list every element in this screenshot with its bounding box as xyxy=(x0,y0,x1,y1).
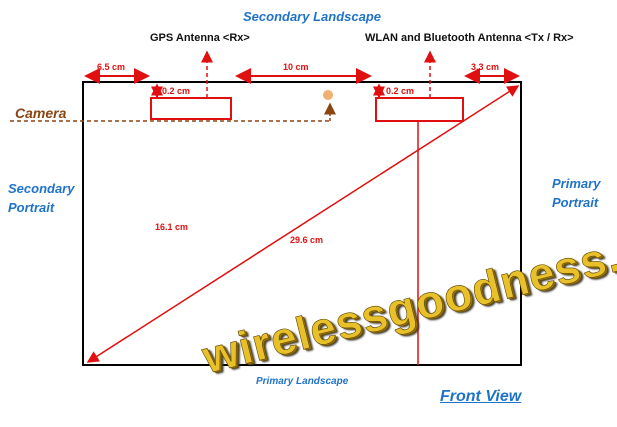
primary-portrait-line1: Primary xyxy=(552,176,601,191)
diagonal-arrow xyxy=(86,85,520,363)
secondary-landscape-label: Secondary Landscape xyxy=(243,9,381,24)
gps-gap-label: 0.2 cm xyxy=(162,86,191,96)
camera-label: Camera xyxy=(15,105,67,121)
wlan-gap-label: 0.2 cm xyxy=(386,86,415,96)
primary-portrait-label: Primary Portrait xyxy=(552,174,600,212)
diagonal-label: 29.6 cm xyxy=(290,235,324,245)
wlan-antenna-label: WLAN and Bluetooth Antenna <Tx / Rx> xyxy=(365,32,574,44)
height-label: 16.1 cm xyxy=(155,222,189,232)
primary-landscape-label: Primary Landscape xyxy=(256,376,349,387)
camera-dot xyxy=(323,90,333,100)
dim-gap-label: 10 cm xyxy=(283,62,309,72)
secondary-portrait-label: Secondary Portrait xyxy=(8,179,74,217)
primary-portrait-line2: Portrait xyxy=(552,195,599,210)
secondary-portrait-line1: Secondary xyxy=(8,181,75,196)
secondary-portrait-line2: Portrait xyxy=(8,200,55,215)
dim-left-label: 6.5 cm xyxy=(97,62,126,72)
front-view-label: Front View xyxy=(440,388,522,405)
dim-right-label: 3.3 cm xyxy=(471,62,500,72)
wlan-antenna-box xyxy=(375,97,464,122)
gps-antenna-label: GPS Antenna <Rx> xyxy=(150,32,250,44)
gps-antenna-box xyxy=(150,97,232,120)
